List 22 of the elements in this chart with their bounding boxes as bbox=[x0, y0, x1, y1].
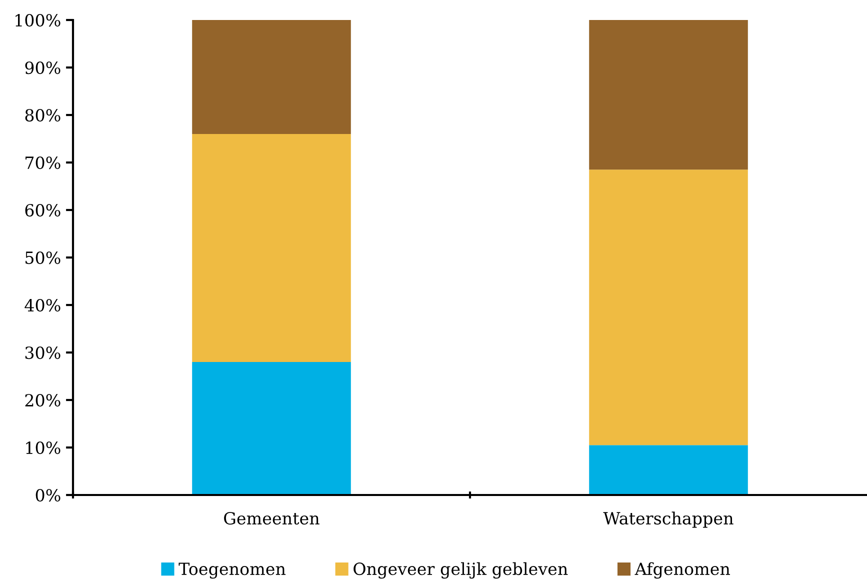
bar bbox=[192, 134, 351, 362]
y-tick-label: 90% bbox=[25, 61, 60, 74]
bar bbox=[192, 20, 351, 134]
bar bbox=[192, 362, 351, 495]
y-tick-label: 60% bbox=[25, 204, 60, 217]
y-tick-label: 20% bbox=[25, 394, 60, 407]
bar bbox=[589, 445, 748, 495]
x-tick-label: Gemeenten bbox=[224, 512, 320, 525]
bar bbox=[589, 20, 748, 170]
y-tick-label: 10% bbox=[26, 441, 60, 454]
y-tick-label: 40% bbox=[24, 298, 60, 312]
y-tick-label: 80% bbox=[25, 108, 60, 122]
legend-label: Toegenomen bbox=[178, 562, 286, 579]
x-tick-label: Waterschappen bbox=[603, 512, 734, 528]
legend-label: Ongeveer gelijk gebleven bbox=[354, 562, 568, 579]
y-tick-label: 30% bbox=[25, 346, 60, 360]
y-tick-label: 0% bbox=[36, 488, 60, 502]
y-tick-label: 70% bbox=[26, 156, 60, 170]
bar bbox=[589, 170, 748, 446]
y-tick-label: 50% bbox=[26, 251, 60, 264]
y-tick-label: 100% bbox=[16, 14, 60, 27]
legend-label: Afgenomen bbox=[634, 562, 730, 579]
